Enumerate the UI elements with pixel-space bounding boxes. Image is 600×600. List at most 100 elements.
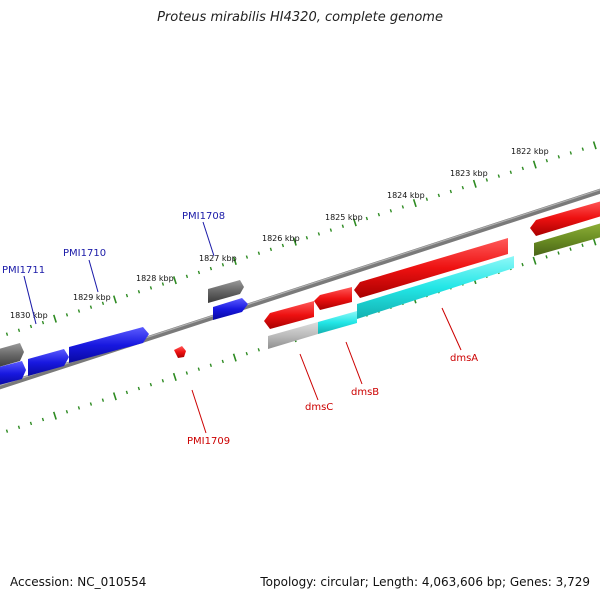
ruler-label-1823: 1823 kbp: [450, 169, 488, 178]
gene-gray-1827[interactable]: [208, 280, 244, 303]
callout-dmsB: [345, 341, 363, 385]
inner-ruler-major-tick: [172, 372, 177, 381]
gene-PMI1708[interactable]: [213, 298, 248, 320]
inner-ruler-minor-tick: [77, 406, 81, 410]
ruler-label-1827: 1827 kbp: [199, 254, 237, 263]
inner-ruler-major-tick: [232, 353, 237, 362]
inner-ruler-minor-tick: [149, 382, 153, 387]
label-PMI1711[interactable]: PMI1711: [2, 265, 45, 276]
outer-ruler-minor-tick: [197, 270, 201, 275]
gene-cyan-dmsA[interactable]: [357, 256, 514, 319]
outer-ruler-minor-tick: [341, 224, 345, 228]
label-PMI1710[interactable]: PMI1710: [63, 248, 106, 259]
label-dmsB[interactable]: dmsB: [351, 387, 379, 398]
outer-ruler-minor-tick: [425, 197, 429, 201]
outer-ruler-minor-tick: [245, 255, 249, 259]
outer-ruler-minor-tick: [461, 185, 464, 190]
inner-ruler-minor-tick: [161, 379, 165, 383]
outer-ruler-minor-tick: [5, 332, 9, 336]
outer-ruler-major-tick: [532, 160, 537, 169]
gene-red-dmsB[interactable]: [314, 287, 352, 310]
outer-ruler-minor-tick: [161, 282, 165, 286]
outer-ruler-minor-tick: [365, 216, 369, 221]
gene-red-right[interactable]: [530, 200, 600, 236]
callout-dmsA: [441, 307, 462, 351]
outer-ruler-minor-tick: [209, 266, 213, 271]
inner-ruler-minor-tick: [125, 390, 129, 395]
gene-lightgray-dmsC[interactable]: [268, 322, 318, 349]
outer-ruler-minor-tick: [557, 155, 560, 159]
forward-strand-genes: [0, 280, 248, 386]
inner-ruler-minor-tick: [197, 367, 200, 371]
callout-PMI1711: [23, 275, 37, 325]
outer-ruler-minor-tick: [65, 313, 69, 317]
gene-PMI1710[interactable]: [69, 327, 149, 363]
outer-ruler-minor-tick: [389, 209, 393, 213]
outer-ruler-minor-tick: [317, 232, 321, 236]
outer-ruler-minor-tick: [569, 151, 572, 155]
outer-ruler-minor-tick: [29, 324, 33, 329]
ruler-label-1829: 1829 kbp: [73, 293, 111, 302]
gene-red-dmsC[interactable]: [264, 301, 314, 329]
ruler-label-1828: 1828 kbp: [136, 274, 174, 283]
label-dmsA[interactable]: dmsA: [450, 353, 478, 364]
outer-ruler-minor-tick: [269, 247, 273, 252]
callout-PMI1708: [202, 221, 215, 257]
map-title: Proteus mirabilis HI4320, complete genom…: [157, 10, 443, 25]
gene-olive-right[interactable]: [534, 222, 600, 256]
outer-ruler-minor-tick: [581, 147, 584, 151]
outer-ruler-minor-tick: [401, 205, 405, 209]
reverse-strand-genes: [174, 200, 600, 358]
inner-ruler-minor-tick: [65, 410, 69, 414]
inner-ruler-minor-tick: [569, 247, 572, 251]
outer-ruler-major-tick: [112, 295, 117, 304]
label-PMI1709[interactable]: PMI1709: [187, 436, 230, 447]
gene-labels: PMI1708 PMI1710 PMI1711 PMI1709 dmsC dms…: [2, 211, 478, 447]
label-PMI1708[interactable]: PMI1708: [182, 211, 225, 222]
outer-ruler-major-tick: [592, 141, 597, 150]
inner-ruler-minor-tick: [209, 363, 212, 368]
inner-ruler-minor-tick: [137, 386, 141, 391]
inner-ruler-minor-tick: [185, 371, 189, 375]
gene-PMI1711[interactable]: [0, 361, 26, 386]
genome-summary: Topology: circular; Length: 4,063,606 bp…: [260, 575, 590, 589]
outer-ruler-minor-tick: [509, 170, 512, 174]
outer-ruler-minor-tick: [185, 274, 189, 279]
outer-ruler-minor-tick: [125, 293, 129, 298]
outer-ruler-minor-tick: [329, 228, 333, 232]
gene-gray-left[interactable]: [0, 343, 24, 368]
callout-PMI1709: [191, 389, 207, 434]
gene-red-dmsA[interactable]: [354, 238, 508, 298]
outer-ruler-major-tick: [472, 179, 477, 188]
ruler-label-1826: 1826 kbp: [262, 234, 300, 243]
outer-ruler-minor-tick: [521, 166, 524, 171]
callout-PMI1710: [88, 259, 99, 293]
inner-ruler-minor-tick: [245, 351, 248, 356]
gene-cyan-dmsB[interactable]: [318, 311, 357, 334]
label-dmsC[interactable]: dmsC: [305, 402, 333, 413]
outer-ruler-minor-tick: [449, 189, 453, 194]
outer-ruler-minor-tick: [437, 193, 441, 198]
ruler-label-1830: 1830 kbp: [10, 311, 48, 320]
inner-ruler-minor-tick: [557, 251, 560, 255]
outer-ruler-major-tick: [412, 199, 417, 208]
inner-ruler-minor-tick: [581, 243, 584, 247]
outer-ruler-minor-tick: [257, 251, 261, 255]
outer-ruler-minor-tick: [305, 236, 309, 240]
ruler-label-1825: 1825 kbp: [325, 213, 363, 222]
gene-PMI1709[interactable]: [174, 346, 186, 358]
gene-PMI1710-left[interactable]: [28, 349, 69, 376]
outer-ruler-minor-tick: [377, 212, 381, 217]
ruler-label-1822: 1822 kbp: [511, 147, 549, 156]
outer-ruler-minor-tick: [17, 328, 21, 333]
inner-ruler-minor-tick: [5, 429, 9, 433]
outer-ruler-minor-tick: [41, 320, 45, 325]
outer-ruler-major-tick: [352, 218, 357, 227]
outer-ruler-minor-tick: [137, 290, 141, 294]
ruler-label-1824: 1824 kbp: [387, 191, 425, 200]
inner-ruler-minor-tick: [257, 348, 260, 352]
ruler-labels: 1822 kbp 1823 kbp 1824 kbp 1825 kbp 1826…: [10, 147, 549, 320]
outer-ruler: [5, 141, 597, 336]
outer-ruler-minor-tick: [281, 243, 285, 248]
inner-ruler-major-tick: [112, 392, 117, 401]
